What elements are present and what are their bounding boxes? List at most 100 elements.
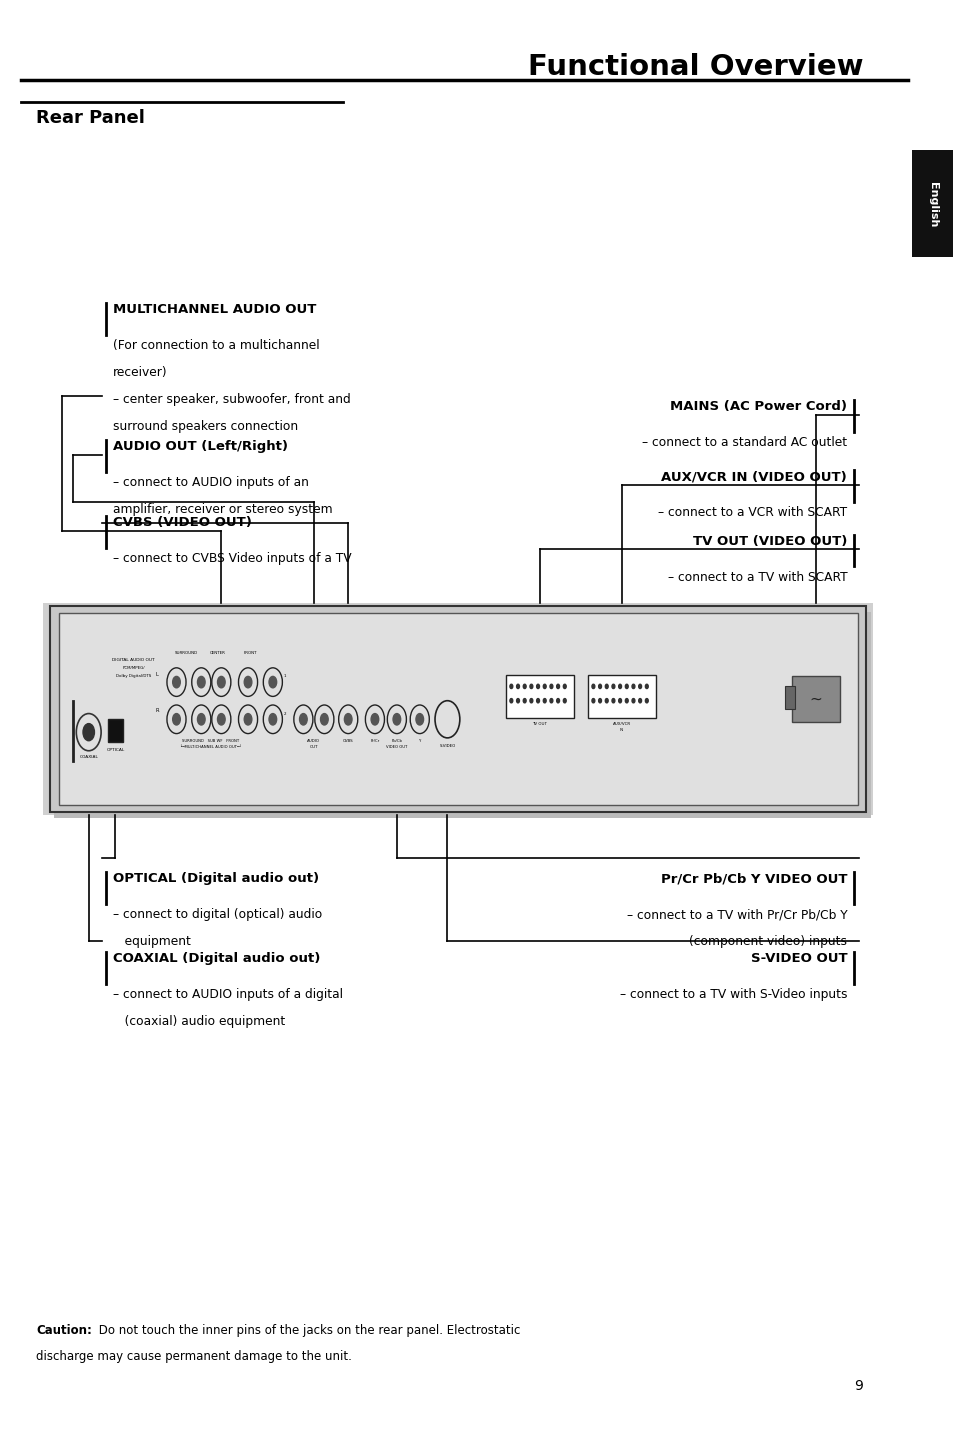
Text: 9: 9 <box>853 1379 862 1393</box>
Text: Do not touch the inner pins of the jacks on the rear panel. Electrostatic: Do not touch the inner pins of the jacks… <box>95 1324 520 1337</box>
Circle shape <box>631 685 635 688</box>
Bar <box>43 603 872 815</box>
Text: Dolby Digital/DTS: Dolby Digital/DTS <box>116 674 151 678</box>
Text: CVBS: CVBS <box>342 739 354 744</box>
Text: L: L <box>155 672 159 676</box>
Text: – connect to a VCR with SCART: – connect to a VCR with SCART <box>658 506 846 519</box>
Text: (component video) inputs: (component video) inputs <box>688 935 846 948</box>
Circle shape <box>639 698 641 702</box>
Circle shape <box>269 676 276 688</box>
Text: – connect to AUDIO inputs of an: – connect to AUDIO inputs of an <box>112 476 308 489</box>
Circle shape <box>217 676 225 688</box>
Text: equipment: equipment <box>112 935 191 948</box>
Text: Pr/Cr Pb/Cb Y VIDEO OUT: Pr/Cr Pb/Cb Y VIDEO OUT <box>660 872 846 885</box>
Text: Functional Overview: Functional Overview <box>527 53 862 82</box>
Bar <box>784 686 794 709</box>
Text: AUDIO OUT (Left/Right): AUDIO OUT (Left/Right) <box>112 440 287 453</box>
Bar <box>108 719 123 742</box>
Circle shape <box>562 685 566 688</box>
Circle shape <box>543 698 546 702</box>
Text: – connect to a TV with S-Video inputs: – connect to a TV with S-Video inputs <box>619 988 846 1001</box>
Circle shape <box>522 698 526 702</box>
Circle shape <box>269 714 276 725</box>
Circle shape <box>536 698 539 702</box>
Bar <box>54 612 870 818</box>
Text: – connect to digital (optical) audio: – connect to digital (optical) audio <box>112 908 321 921</box>
Text: S-VIDEO OUT: S-VIDEO OUT <box>750 952 846 965</box>
Circle shape <box>591 698 595 702</box>
Circle shape <box>371 714 378 725</box>
Text: AUX/VCR: AUX/VCR <box>613 722 630 726</box>
Text: TV OUT: TV OUT <box>532 722 547 726</box>
Bar <box>791 676 839 722</box>
Circle shape <box>172 714 180 725</box>
Text: PCM/MPEG/: PCM/MPEG/ <box>122 666 145 671</box>
Circle shape <box>510 698 513 702</box>
Text: AUX/VCR IN (VIDEO OUT): AUX/VCR IN (VIDEO OUT) <box>660 470 846 483</box>
Circle shape <box>591 685 595 688</box>
Circle shape <box>631 698 635 702</box>
Circle shape <box>598 698 600 702</box>
Text: CENTER: CENTER <box>210 651 225 655</box>
Text: discharge may cause permanent damage to the unit.: discharge may cause permanent damage to … <box>36 1350 352 1363</box>
Text: 1: 1 <box>284 675 286 678</box>
Circle shape <box>416 714 423 725</box>
Circle shape <box>344 714 352 725</box>
Text: COAXIAL: COAXIAL <box>79 755 98 759</box>
Circle shape <box>543 685 546 688</box>
Circle shape <box>604 685 608 688</box>
Circle shape <box>320 714 328 725</box>
Text: AUDIO: AUDIO <box>307 739 320 744</box>
Circle shape <box>644 698 648 702</box>
Text: SURROUND   SUB WF   FRONT: SURROUND SUB WF FRONT <box>182 739 239 744</box>
Circle shape <box>516 685 518 688</box>
Text: – center speaker, subwoofer, front and: – center speaker, subwoofer, front and <box>112 393 350 406</box>
Circle shape <box>624 698 627 702</box>
Circle shape <box>644 685 648 688</box>
Circle shape <box>624 685 627 688</box>
Circle shape <box>549 685 553 688</box>
Text: COAXIAL (Digital audio out): COAXIAL (Digital audio out) <box>112 952 319 965</box>
Text: S-VIDEO: S-VIDEO <box>438 744 456 748</box>
Text: OUT: OUT <box>310 745 317 749</box>
Circle shape <box>562 698 566 702</box>
Text: VIDEO OUT: VIDEO OUT <box>386 745 407 749</box>
Circle shape <box>217 714 225 725</box>
Bar <box>50 606 865 812</box>
Circle shape <box>244 714 252 725</box>
Circle shape <box>557 698 559 702</box>
Text: – connect to a TV with SCART: – connect to a TV with SCART <box>667 571 846 583</box>
Circle shape <box>618 698 621 702</box>
Text: – connect to AUDIO inputs of a digital: – connect to AUDIO inputs of a digital <box>112 988 342 1001</box>
Bar <box>59 613 857 805</box>
Circle shape <box>549 698 553 702</box>
Text: Caution:: Caution: <box>36 1324 92 1337</box>
Text: R: R <box>155 708 159 712</box>
Text: Y: Y <box>418 739 420 744</box>
Text: – connect to a TV with Pr/Cr Pb/Cb Y: – connect to a TV with Pr/Cr Pb/Cb Y <box>626 908 846 921</box>
Text: English: English <box>927 182 937 227</box>
Text: └─MULTICHANNEL AUDIO OUT─┘: └─MULTICHANNEL AUDIO OUT─┘ <box>180 745 241 749</box>
Circle shape <box>510 685 513 688</box>
Text: DIGITAL AUDIO OUT: DIGITAL AUDIO OUT <box>112 658 154 662</box>
Text: (coaxial) audio equipment: (coaxial) audio equipment <box>112 1015 285 1028</box>
Circle shape <box>639 685 641 688</box>
Circle shape <box>557 685 559 688</box>
Text: – connect to CVBS Video inputs of a TV: – connect to CVBS Video inputs of a TV <box>112 552 351 565</box>
Bar <box>505 675 574 718</box>
Circle shape <box>516 698 518 702</box>
Circle shape <box>529 698 532 702</box>
Circle shape <box>536 685 539 688</box>
Text: MULTICHANNEL AUDIO OUT: MULTICHANNEL AUDIO OUT <box>112 303 315 316</box>
Circle shape <box>244 676 252 688</box>
Bar <box>587 675 656 718</box>
Text: Pb/Cb: Pb/Cb <box>391 739 402 744</box>
Text: – connect to a standard AC outlet: – connect to a standard AC outlet <box>641 436 846 449</box>
Text: Rear Panel: Rear Panel <box>36 109 145 127</box>
Bar <box>911 150 953 257</box>
Circle shape <box>197 676 205 688</box>
Text: TV OUT (VIDEO OUT): TV OUT (VIDEO OUT) <box>692 535 846 548</box>
Circle shape <box>83 724 94 741</box>
Circle shape <box>604 698 608 702</box>
Text: receiver): receiver) <box>112 366 167 379</box>
